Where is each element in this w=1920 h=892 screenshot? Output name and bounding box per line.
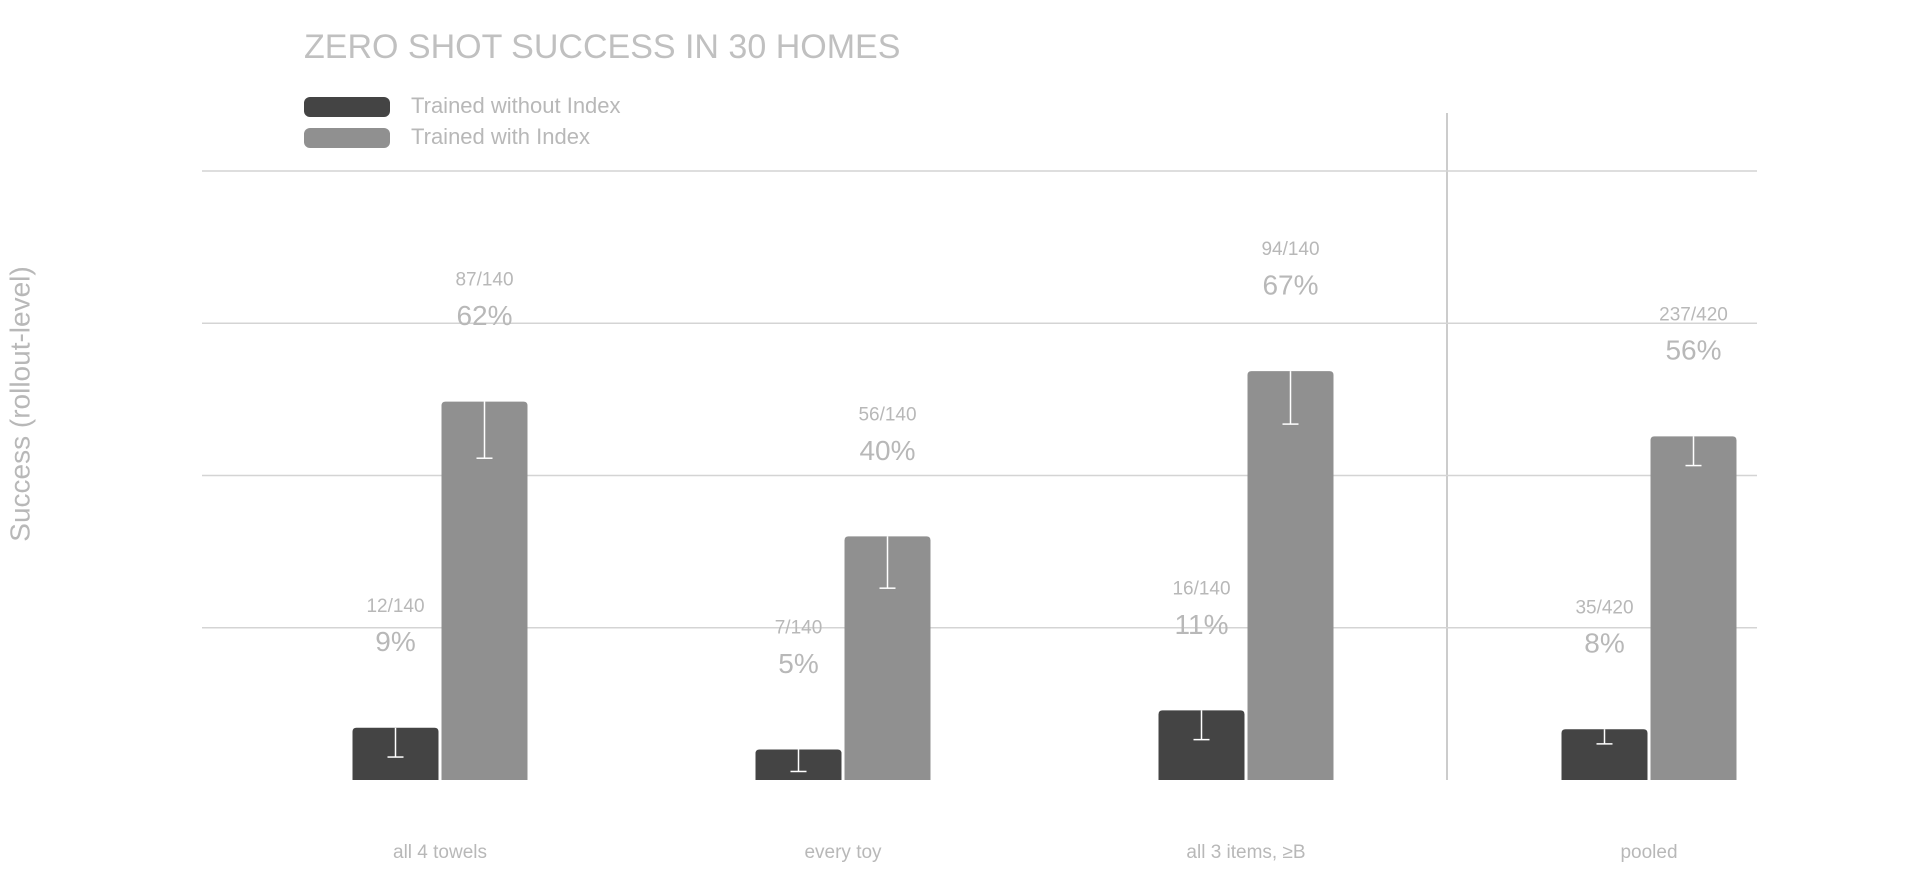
value-label: 5% <box>778 648 818 679</box>
x-tick-label: every toy <box>804 842 882 863</box>
y-axis-label: Success (rollout-level) <box>4 266 35 541</box>
bar <box>441 401 528 780</box>
count-label: 7/140 <box>775 618 823 639</box>
count-label: 12/140 <box>366 596 424 617</box>
value-label: 67% <box>1262 270 1318 301</box>
count-label: 56/140 <box>858 404 916 425</box>
value-label: 11% <box>1175 609 1229 640</box>
count-label: 35/420 <box>1575 597 1633 618</box>
legend-label: Trained with Index <box>411 124 590 149</box>
legend-label: Trained without Index <box>411 93 621 118</box>
count-label: 94/140 <box>1261 239 1319 260</box>
count-label: 87/140 <box>455 270 513 291</box>
legend-swatch <box>304 128 390 148</box>
bar <box>1247 371 1334 780</box>
bar <box>1561 729 1648 780</box>
value-label: 62% <box>456 300 512 331</box>
count-label: 237/420 <box>1659 304 1728 325</box>
x-tick-label: all 4 towels <box>393 842 487 863</box>
value-label: 40% <box>859 435 915 466</box>
bar <box>1158 710 1245 780</box>
value-label: 56% <box>1665 335 1721 366</box>
bar <box>844 536 931 780</box>
value-label: 9% <box>375 626 415 657</box>
bar <box>1650 436 1737 780</box>
chart-title: ZERO SHOT SUCCESS IN 30 HOMES <box>304 28 900 66</box>
value-label: 8% <box>1584 628 1624 659</box>
x-tick-label: pooled <box>1620 842 1677 863</box>
x-tick-label: all 3 items, ≥B <box>1186 842 1305 863</box>
legend-swatch <box>304 97 390 117</box>
count-label: 16/140 <box>1172 578 1230 599</box>
